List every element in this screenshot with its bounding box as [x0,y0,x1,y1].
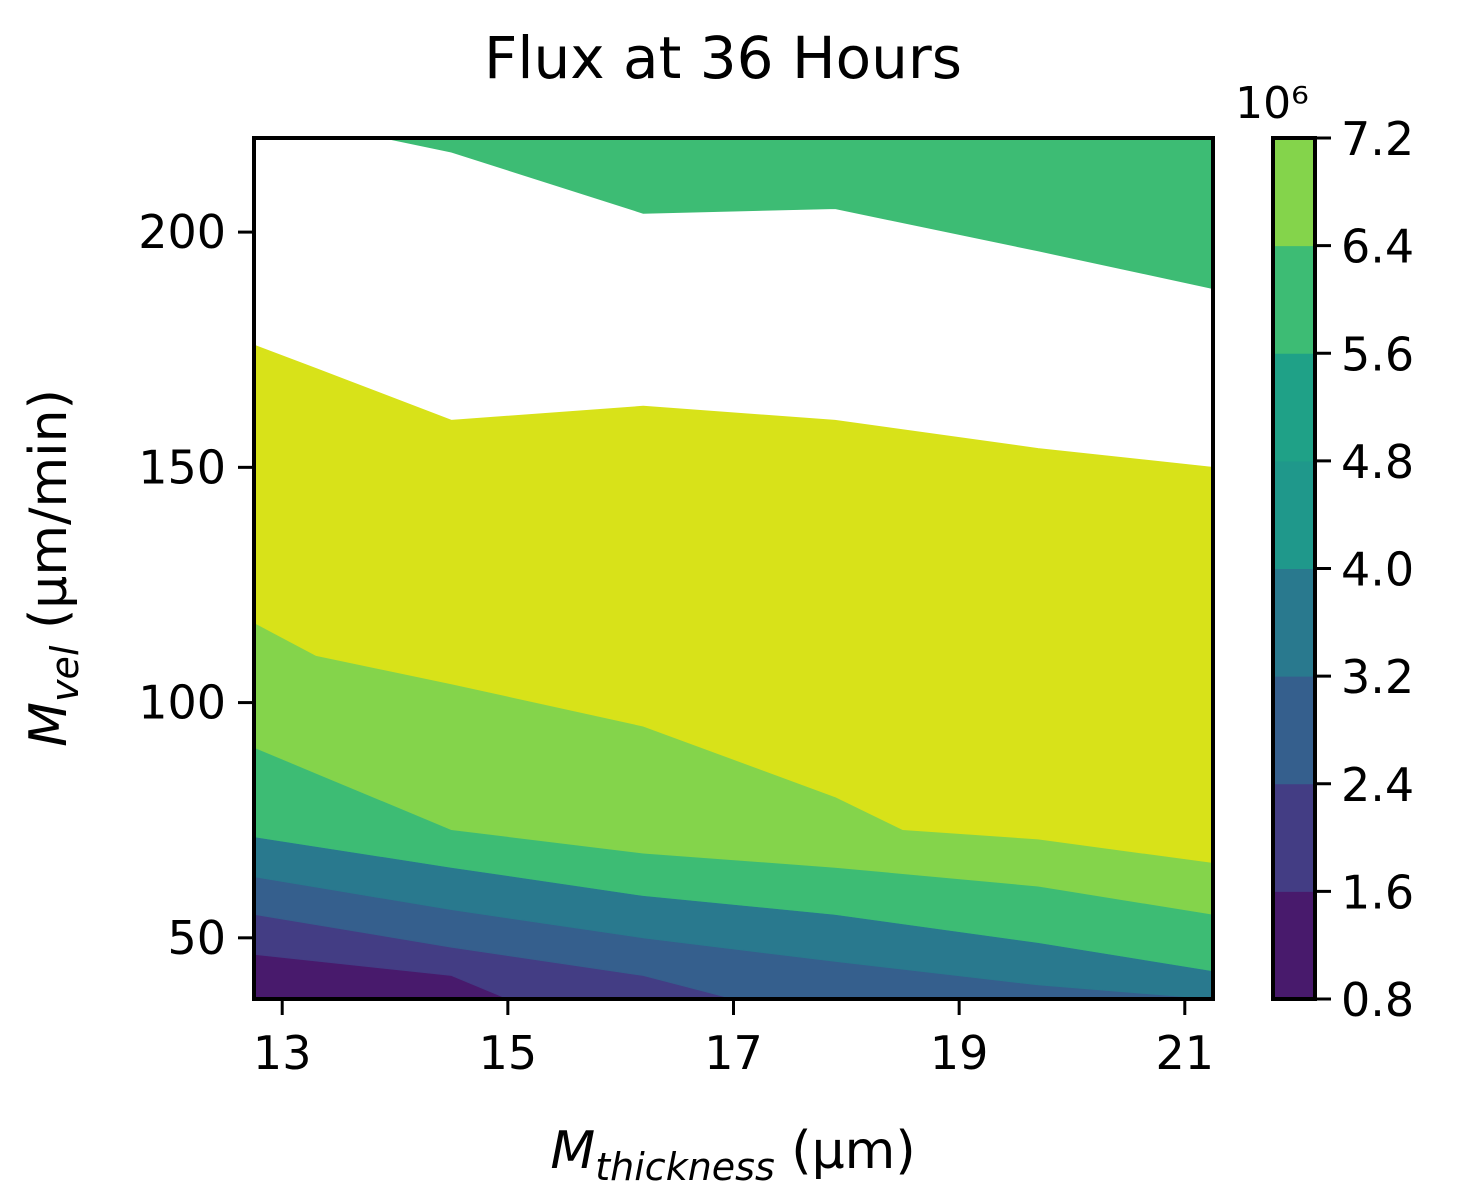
y-axis-label-base: M [19,702,79,747]
x-axis-label-unit: (μm) [775,1121,916,1181]
x-tick-label-2: 17 [704,1026,763,1080]
y-tick-label-3: 200 [138,205,226,259]
colorbar [1273,138,1315,1000]
colorbar-band-3 [1273,568,1315,677]
y-axis-label-unit: (μm/min) [19,389,79,645]
x-axis-label-sub: thickness [595,1145,775,1189]
y-axis: 50 100 150 200 [138,205,254,965]
colorbar-band-2 [1273,676,1315,785]
y-tick-label-2: 150 [138,440,226,494]
colorbar-band-1 [1273,783,1315,892]
y-tick-label-0: 50 [167,911,226,965]
x-tick-label-4: 21 [1156,1026,1215,1080]
x-tick-label-3: 19 [930,1026,989,1080]
contour-fills [253,137,1214,1000]
colorbar-band-5 [1273,353,1315,462]
y-axis-label: Mvel (μm/min) [19,389,87,747]
chart-title: Flux at 36 Hours [484,24,962,92]
colorbar-tick-label-5: 4.8 [1341,435,1414,489]
contour-band-8 [254,137,1214,290]
colorbar-scale-label: 10⁶ [1235,78,1309,129]
colorbar-band-4 [1273,460,1315,569]
colorbar-ticks: 0.8 1.6 2.4 3.2 4.0 4.8 5.6 6.4 7.2 [1315,112,1414,1027]
colorbar-tick-label-4: 4.0 [1341,543,1414,597]
x-tick-label-0: 13 [253,1026,312,1080]
colorbar-tick-label-7: 6.4 [1341,220,1414,274]
colorbar-tick-label-0: 0.8 [1341,973,1414,1027]
y-tick-label-1: 100 [138,676,226,730]
colorbar-band-7 [1273,138,1315,247]
colorbar-tick-label-1: 1.6 [1341,865,1414,919]
x-axis: 13 15 17 19 21 [253,999,1214,1080]
colorbar-tick-label-3: 3.2 [1341,650,1414,704]
x-axis-label-base: M [550,1121,595,1181]
colorbar-tick-label-6: 5.6 [1341,327,1414,381]
colorbar-band-0 [1273,891,1315,1000]
x-axis-label: Mthickness (μm) [550,1121,915,1189]
colorbar-tick-label-8: 7.2 [1341,112,1414,166]
colorbar-tick-label-2: 2.4 [1341,758,1414,812]
y-axis-label-sub: vel [43,645,87,702]
colorbar-band-6 [1273,245,1315,354]
x-tick-label-1: 15 [479,1026,538,1080]
